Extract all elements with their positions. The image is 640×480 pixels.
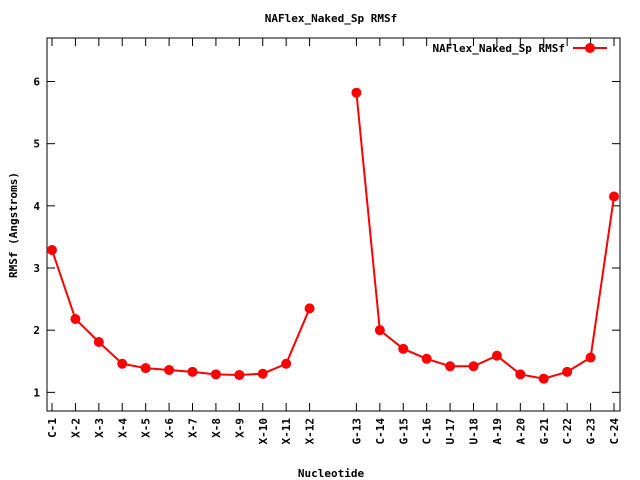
y-axis-label: RMSf (Angstroms) bbox=[7, 172, 20, 278]
y-tick-label: 3 bbox=[33, 262, 40, 275]
data-point bbox=[70, 313, 81, 324]
x-tick-label: C-16 bbox=[421, 418, 434, 445]
y-axis: 1 2 3 4 5 6 bbox=[33, 76, 620, 399]
y-tick-label: 2 bbox=[33, 324, 40, 337]
x-tick-label: X-10 bbox=[257, 418, 270, 445]
series-layer bbox=[47, 87, 619, 384]
y-tick-label: 6 bbox=[33, 76, 40, 89]
data-point bbox=[117, 358, 128, 369]
y-tick-label: 1 bbox=[33, 386, 40, 399]
x-tick-label: X-12 bbox=[304, 418, 317, 445]
data-point bbox=[421, 353, 432, 364]
legend-marker bbox=[585, 43, 595, 53]
plot-frame bbox=[46, 37, 621, 412]
y-tick-label: 4 bbox=[33, 200, 40, 213]
x-tick-label: X-3 bbox=[93, 418, 106, 438]
data-point bbox=[562, 366, 573, 377]
x-tick-label: X-11 bbox=[280, 418, 293, 445]
data-point bbox=[468, 361, 479, 372]
data-point bbox=[93, 336, 104, 347]
data-point bbox=[281, 358, 292, 369]
x-tick-label: X-8 bbox=[210, 418, 223, 438]
chart-title: NAFlex_Naked_Sp RMSf bbox=[265, 12, 397, 25]
data-point bbox=[234, 369, 245, 380]
data-point bbox=[210, 369, 221, 380]
series-line bbox=[51, 249, 311, 376]
x-tick-label: X-7 bbox=[187, 418, 200, 438]
x-tick-label: G-15 bbox=[397, 418, 410, 445]
x-tick-label: G-13 bbox=[350, 418, 363, 445]
x-tick-label: X-5 bbox=[140, 418, 153, 438]
y-tick-label: 5 bbox=[33, 138, 40, 151]
series-line bbox=[355, 92, 615, 380]
data-point bbox=[140, 363, 151, 374]
data-point bbox=[164, 364, 175, 375]
data-point bbox=[515, 369, 526, 380]
data-point bbox=[374, 325, 385, 336]
x-tick-label: X-2 bbox=[69, 418, 82, 438]
x-tick-label: A-19 bbox=[491, 418, 504, 445]
x-tick-label: X-4 bbox=[116, 418, 129, 438]
data-point bbox=[187, 366, 198, 377]
x-tick-label: G-21 bbox=[538, 418, 551, 445]
x-tick-label: A-20 bbox=[514, 418, 527, 445]
data-point bbox=[445, 361, 456, 372]
x-tick-label: C-22 bbox=[561, 418, 574, 445]
data-point bbox=[538, 373, 549, 384]
x-tick-label: G-23 bbox=[585, 418, 598, 445]
x-axis-label: Nucleotide bbox=[298, 467, 365, 480]
x-tick-label: C-1 bbox=[46, 418, 59, 438]
data-point bbox=[304, 303, 315, 314]
data-point bbox=[47, 244, 57, 255]
x-tick-label: U-17 bbox=[444, 418, 457, 445]
data-point bbox=[609, 191, 619, 202]
data-point bbox=[351, 87, 362, 98]
data-point bbox=[257, 368, 268, 379]
x-axis: C-1 X-2 X-3 X-4 X-5 X-6 X-7 X-8 X-9 X-10 X-11 X-12 G… bbox=[46, 38, 621, 445]
data-point bbox=[585, 352, 596, 363]
data-point bbox=[398, 343, 409, 354]
legend: NAFlex_Naked_Sp RMSf bbox=[433, 42, 607, 55]
data-point bbox=[491, 350, 502, 361]
legend-label: NAFlex_Naked_Sp RMSf bbox=[433, 42, 565, 55]
x-tick-label: U-18 bbox=[468, 418, 481, 445]
x-tick-label: X-9 bbox=[233, 418, 246, 438]
x-tick-label: C-24 bbox=[608, 418, 621, 445]
x-tick-label: C-14 bbox=[374, 418, 387, 445]
x-tick-label: X-6 bbox=[163, 418, 176, 438]
